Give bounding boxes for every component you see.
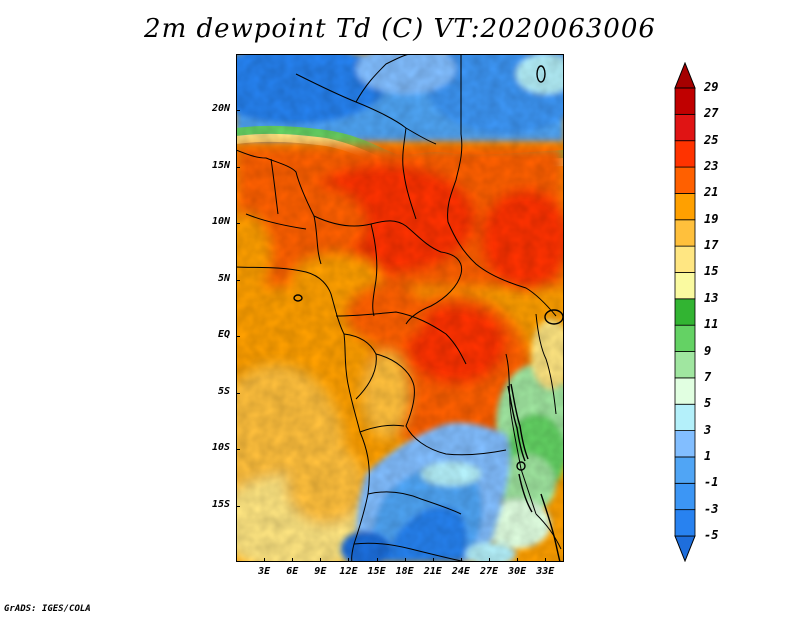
lon-tick [264, 558, 266, 562]
colorbar-box [674, 377, 696, 405]
colorbar-box [674, 430, 696, 458]
lat-tick [236, 110, 240, 112]
lon-tick [517, 558, 519, 562]
lat-tick [236, 223, 240, 225]
map-border [236, 54, 564, 562]
credit-text: GrADS: IGES/COLA [4, 604, 91, 614]
colorbar-box [674, 298, 696, 326]
colorbar-box [674, 140, 696, 168]
map-title: 2m dewpoint Td (C) VT:2020063006 [144, 14, 656, 44]
colorbar-box [674, 113, 696, 142]
colorbar-level-label: -1 [704, 475, 719, 490]
colorbar-box [674, 166, 696, 194]
lon-label: 33E [536, 566, 555, 577]
lat-tick [236, 336, 240, 338]
colorbar-min-triangle [674, 535, 696, 562]
colorbar-box [674, 403, 696, 431]
colorbar-level-label: 27 [704, 106, 719, 121]
colorbar-box [674, 351, 696, 379]
colorbar-level-label: 5 [704, 396, 712, 411]
colorbar-max-triangle [674, 62, 696, 89]
lon-label: 3E [258, 566, 271, 577]
lon-label: 15E [367, 566, 386, 577]
lon-tick [404, 558, 406, 562]
lon-label: 9E [314, 566, 327, 577]
lon-label: 21E [423, 566, 442, 577]
lon-label: 12E [339, 566, 358, 577]
lat-label: 5S [217, 385, 230, 397]
lon-label: 6E [286, 566, 299, 577]
lat-tick [236, 166, 240, 168]
lon-tick [320, 558, 322, 562]
colorbar-level-label: -3 [704, 501, 719, 516]
lon-tick [489, 558, 491, 562]
lon-tick [376, 558, 378, 562]
colorbar-level-label: 3 [704, 422, 712, 437]
lat-label: 5N [217, 272, 230, 284]
lat-label: 15N [211, 159, 230, 171]
lat-label: 10N [211, 216, 230, 228]
colorbar-level-label: 21 [704, 185, 719, 200]
colorbar-level-label: 7 [704, 369, 712, 384]
colorbar-level-label: 9 [704, 343, 712, 358]
colorbar-box [674, 482, 696, 511]
lat-label: 20N [211, 103, 230, 115]
dewpoint-map [236, 54, 564, 562]
lon-tick [545, 558, 547, 562]
lon-label: 27E [479, 566, 499, 577]
colorbar-level-label: 13 [704, 290, 719, 305]
colorbar-level-label: 25 [704, 132, 719, 147]
lon-tick [460, 558, 462, 562]
lat-tick [236, 449, 240, 451]
colorbar-level-label: -5 [704, 528, 719, 542]
colorbar-level-label: 15 [704, 264, 719, 279]
colorbar-level-label: 1 [704, 448, 712, 463]
lat-tick [236, 505, 240, 507]
colorbar-box [674, 87, 696, 115]
colorbar-box [674, 245, 696, 273]
lat-tick [236, 279, 240, 281]
colorbar-level-label: 19 [704, 211, 719, 226]
colorbar-box [674, 193, 696, 221]
lat-label: 15S [211, 498, 230, 510]
lakes [293, 65, 564, 562]
lat-tick [236, 392, 240, 394]
lon-label: 24E [451, 566, 470, 577]
colorbar-box [674, 219, 696, 247]
colorbar-level-label: 29 [704, 80, 719, 94]
colorbar-level-label: 23 [704, 159, 719, 174]
colorbar-box [674, 509, 696, 537]
lat-label: 10S [211, 442, 230, 454]
lon-label: 30E [508, 566, 527, 577]
colorbar [674, 62, 696, 562]
colorbar-box [674, 456, 696, 484]
colorbar-box [674, 272, 696, 300]
colorbar-level-label: 11 [704, 317, 719, 332]
colorbar-box [674, 324, 696, 352]
lon-tick [292, 558, 294, 562]
lat-label: EQ [217, 329, 230, 341]
country-borders [236, 54, 562, 562]
lon-tick [432, 558, 434, 562]
lon-tick [348, 558, 350, 562]
dewpoint-field [236, 54, 564, 562]
colorbar-level-label: 17 [704, 238, 719, 253]
lon-label: 18E [395, 566, 414, 577]
